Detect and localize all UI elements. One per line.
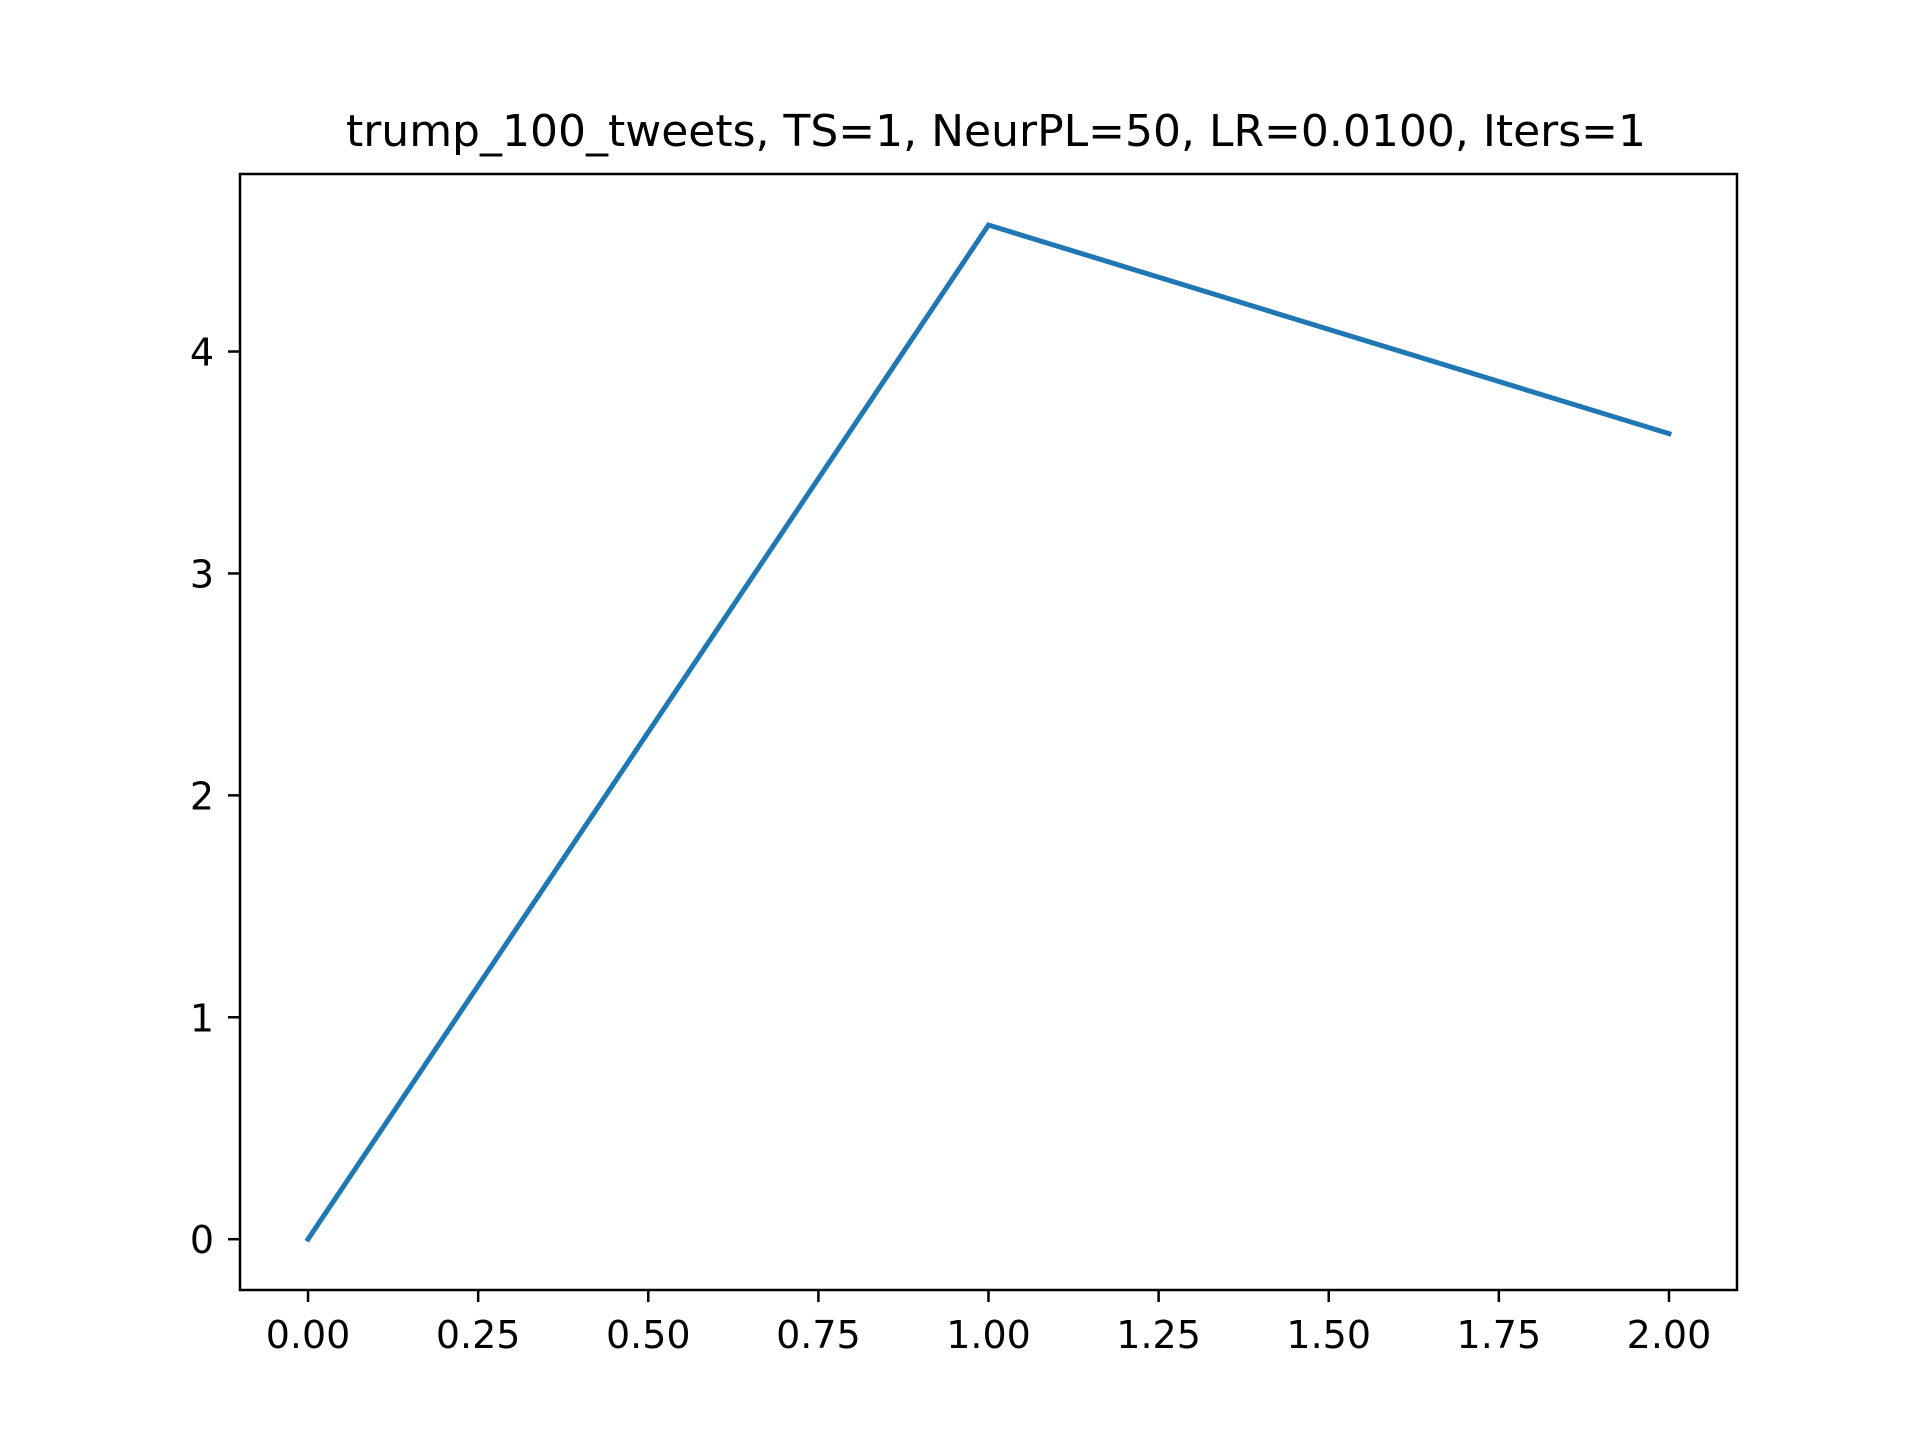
y-tick-label: 1 xyxy=(190,996,214,1040)
x-tick-label: 0.25 xyxy=(436,1313,521,1357)
y-axis: 0 1 2 3 4 xyxy=(190,331,240,1262)
x-tick-label: 0.00 xyxy=(266,1313,351,1357)
x-tick-label: 0.50 xyxy=(606,1313,691,1357)
series-layer xyxy=(304,222,1673,1243)
y-tick-label: 2 xyxy=(190,774,214,818)
x-tick-label: 1.25 xyxy=(1116,1313,1201,1357)
x-axis: 0.00 0.25 0.50 0.75 1.00 1.25 1.50 1.75 2.00 xyxy=(266,1290,1712,1357)
y-tick-label: 0 xyxy=(190,1218,214,1262)
y-tick-label: 3 xyxy=(190,552,214,596)
chart-title: trump_100_tweets, TS=1, NeurPL=50, LR=0.… xyxy=(346,106,1646,157)
x-tick-label: 0.75 xyxy=(776,1313,861,1357)
series-line xyxy=(304,222,1673,1243)
y-tick-label: 4 xyxy=(190,331,214,375)
x-tick-label: 1.75 xyxy=(1457,1313,1542,1357)
x-tick-label: 1.00 xyxy=(946,1313,1031,1357)
x-tick-label: 1.50 xyxy=(1286,1313,1371,1357)
plot-area-frame xyxy=(238,172,1739,1292)
x-tick-label: 2.00 xyxy=(1627,1313,1712,1357)
